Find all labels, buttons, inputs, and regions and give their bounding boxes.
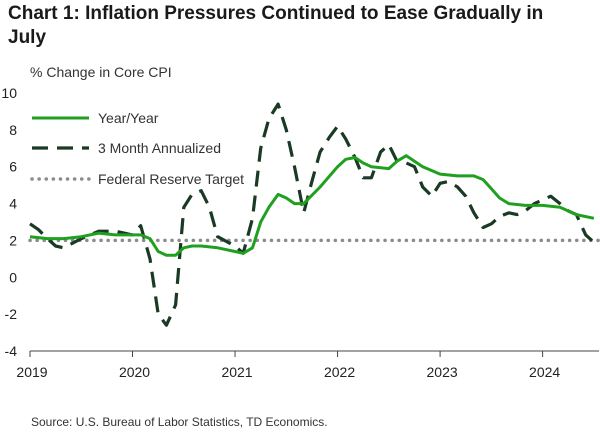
y-axis-label: % Change in Core CPI [30, 64, 172, 80]
series-line-3-month-annualized [29, 102, 595, 327]
x-tick-label: 2020 [119, 364, 150, 380]
y-tick-label: 10 [1, 85, 17, 101]
series-line-year-year [29, 154, 595, 257]
y-tick-label: 4 [9, 196, 17, 212]
x-tick-label: 2024 [529, 364, 560, 380]
x-tick-label: 2022 [324, 364, 355, 380]
legend: Year/Year 3 Month Annualized Federal Reser… [30, 110, 244, 187]
x-axis: 2019 2020 2021 2022 2023 2024 [16, 350, 599, 380]
y-tick-label: -4 [5, 343, 18, 359]
x-tick-label: 2021 [221, 364, 252, 380]
y-tick-label: 8 [9, 122, 17, 138]
chart-title: Chart 1: Inflation Pressures Continued t… [8, 3, 544, 48]
source-note: Source: U.S. Bureau of Labor Statistics,… [31, 415, 328, 429]
legend-label: Federal Reserve Target [98, 171, 244, 187]
y-tick-label: 2 [9, 232, 17, 248]
x-tick-label: 2019 [16, 364, 47, 380]
series-lines [28, 102, 600, 327]
y-tick-labels: -4 -2 0 2 4 6 8 10 [1, 85, 17, 359]
y-tick-label: -2 [5, 306, 18, 322]
legend-label: 3 Month Annualized [98, 140, 221, 156]
y-tick-label: 0 [9, 269, 17, 285]
legend-label: Year/Year [98, 110, 159, 126]
x-tick-label: 2023 [427, 364, 458, 380]
y-tick-label: 6 [9, 159, 17, 175]
